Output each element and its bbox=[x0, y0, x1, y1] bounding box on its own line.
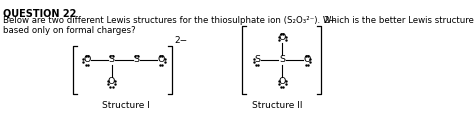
Text: S: S bbox=[255, 55, 260, 64]
Text: O: O bbox=[278, 78, 286, 86]
Text: QUESTION 22: QUESTION 22 bbox=[3, 8, 76, 18]
Text: S: S bbox=[133, 55, 139, 64]
Text: O: O bbox=[83, 55, 91, 64]
Text: O: O bbox=[157, 55, 165, 64]
Text: S: S bbox=[109, 55, 115, 64]
Text: O: O bbox=[278, 33, 286, 42]
Text: 2−: 2− bbox=[174, 36, 188, 45]
Text: Structure II: Structure II bbox=[252, 101, 303, 110]
Text: O: O bbox=[108, 78, 115, 86]
Text: 2−: 2− bbox=[323, 16, 337, 25]
Text: Structure I: Structure I bbox=[101, 101, 149, 110]
Text: Below are two different Lewis structures for the thiosulphate ion (S₂O₃²⁻). Whic: Below are two different Lewis structures… bbox=[3, 16, 474, 35]
Text: O: O bbox=[303, 55, 310, 64]
Text: S: S bbox=[279, 55, 285, 64]
